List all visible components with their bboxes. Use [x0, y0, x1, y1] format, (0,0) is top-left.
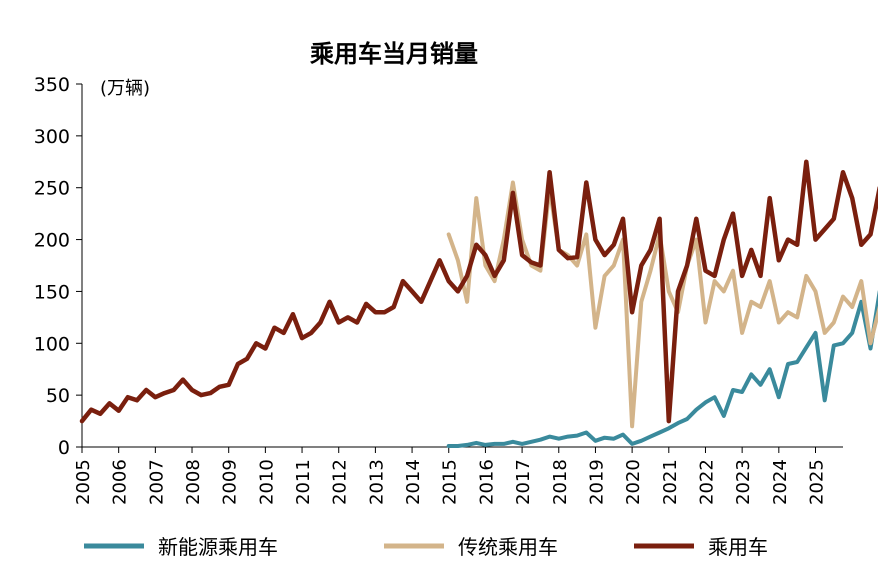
x-tick-label: 2009 [220, 459, 241, 505]
series-group [79, 159, 878, 448]
legend-label-2: 传统乘用车 [458, 535, 558, 559]
legend-label-3: 乘用车 [708, 535, 768, 559]
y-tick-label: 0 [58, 437, 70, 459]
y-tick-label: 300 [34, 126, 70, 148]
x-tick-label: 2005 [73, 459, 94, 505]
x-tick-label: 2015 [440, 459, 461, 505]
series-line-3 [79, 159, 878, 424]
y-tick-label: 50 [46, 385, 70, 407]
y-tick-label: 250 [34, 178, 70, 200]
x-tick-label: 2012 [330, 459, 351, 505]
x-tick-label: 2008 [183, 459, 204, 505]
axes-group: 0 50 100 150 200 250 300 350 2005 2006 2007 2008 200… [34, 74, 843, 505]
x-tick-label: 2018 [550, 459, 571, 505]
x-tick-label: 2011 [293, 459, 314, 505]
chart-title: 乘用车当月销量 [309, 40, 478, 68]
x-tick-label: 2021 [660, 459, 681, 505]
x-tick-label: 2010 [256, 459, 277, 505]
x-tick-label: 2023 [733, 459, 754, 505]
y-tick-label: 350 [34, 74, 70, 96]
legend: 新能源乘用车 传统乘用车 乘用车 [84, 535, 768, 559]
y-tick-label: 100 [34, 333, 70, 355]
x-tick-label: 2014 [403, 459, 424, 505]
x-tick-label: 2017 [513, 459, 534, 505]
x-tick-label: 2006 [110, 459, 131, 505]
x-tick-label: 2016 [476, 459, 497, 505]
x-tick-label: 2020 [623, 459, 644, 505]
series-line-1 [446, 290, 878, 448]
y-tick-label: 200 [34, 230, 70, 252]
x-tick-label: 2022 [696, 459, 717, 505]
x-tick-label: 2024 [770, 459, 791, 505]
x-tick-label: 2007 [146, 459, 167, 505]
x-tick-label: 2025 [806, 459, 827, 505]
x-tick-label: 2013 [366, 459, 387, 505]
unit-label: (万辆) [100, 78, 150, 99]
x-tick-label: 2019 [586, 459, 607, 505]
legend-label-1: 新能源乘用车 [158, 535, 278, 559]
y-tick-label: 150 [34, 281, 70, 303]
